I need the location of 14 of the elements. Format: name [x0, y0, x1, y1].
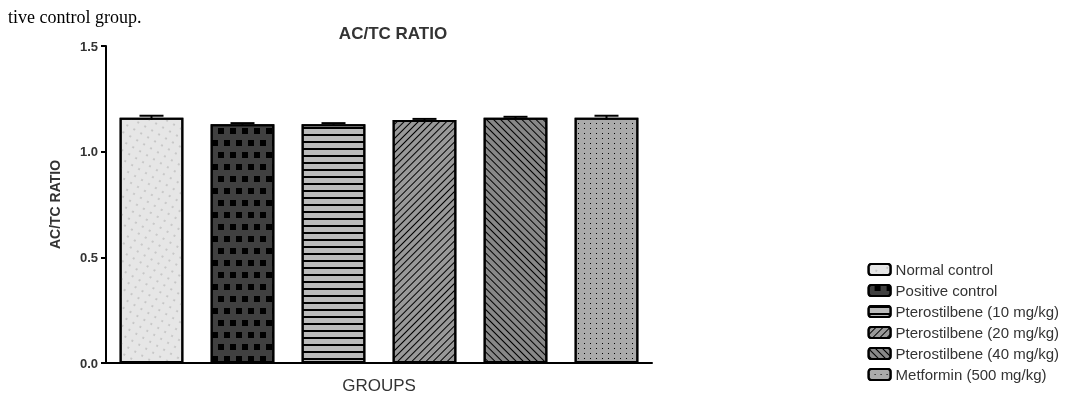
chart-title: AC/TC RATIO: [338, 24, 448, 43]
legend-label: Pterostilbene (20 mg/kg): [895, 324, 1060, 341]
text: tive control group.: [8, 7, 142, 27]
legend-label: Pterostilbene (40 mg/kg): [895, 345, 1060, 362]
legend-label: Normal control: [895, 261, 994, 278]
y-tick-label: 1.0: [79, 144, 98, 160]
x-axis-title: GROUPS: [342, 376, 416, 395]
y-tick-label: 1.5: [79, 38, 98, 54]
legend-label: Metformin (500 mg/kg): [895, 366, 1047, 383]
y-tick-label: 0.0: [79, 355, 98, 371]
y-axis-title: AC/TC RATIO: [47, 159, 63, 250]
legend-label: Positive control: [895, 282, 998, 299]
legend-label: Pterostilbene (10 mg/kg): [895, 303, 1060, 320]
y-tick-label: 0.5: [79, 249, 98, 265]
